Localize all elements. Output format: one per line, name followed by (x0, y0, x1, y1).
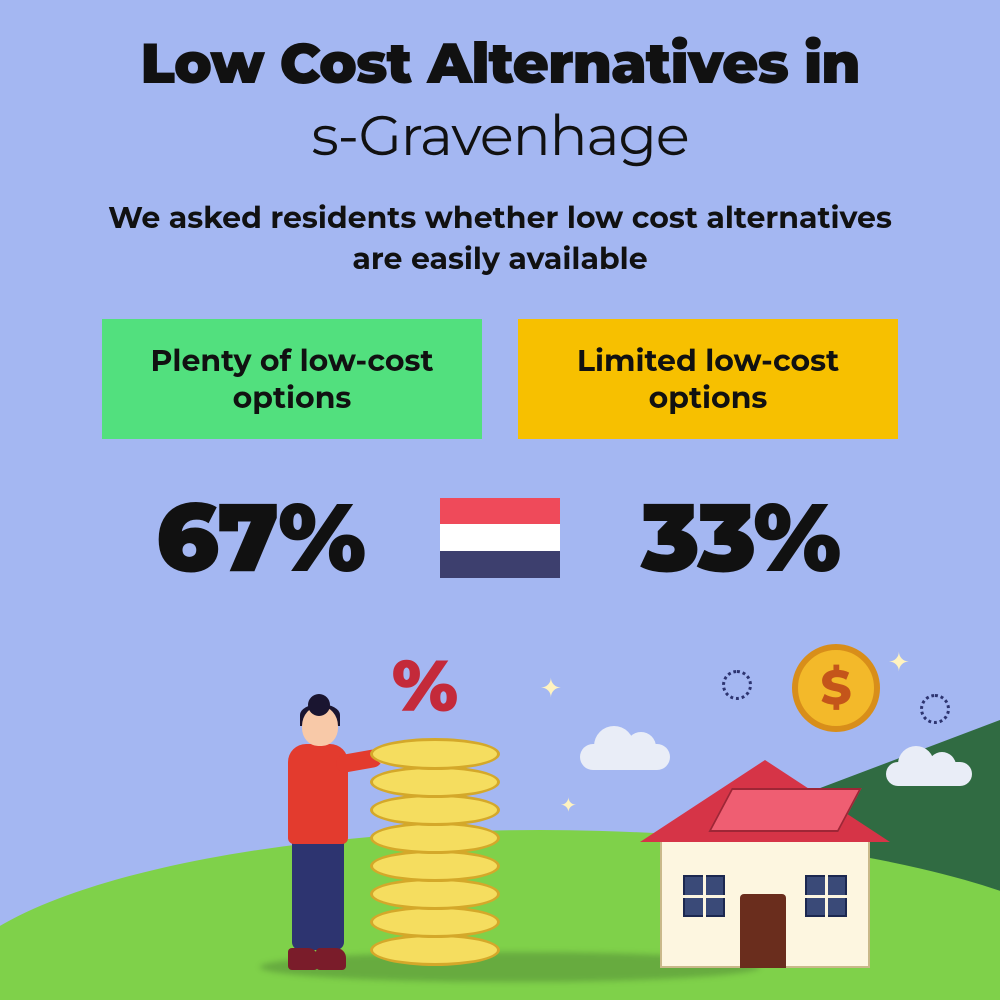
netherlands-flag-icon (440, 498, 560, 578)
stat-limited-value: 33% (610, 479, 870, 596)
dotted-ring-icon (722, 670, 752, 700)
dotted-ring-icon (920, 694, 950, 724)
coin-icon (370, 766, 500, 798)
coin-icon (370, 878, 500, 910)
option-plenty-label: Plenty of low-cost options (102, 319, 482, 439)
option-limited-label: Limited low-cost options (518, 319, 898, 439)
flag-stripe-top (440, 498, 560, 525)
coin-icon (370, 794, 500, 826)
coin-stack-icon (370, 730, 500, 966)
house-icon (640, 748, 890, 968)
stats-row: 67% 33% (0, 479, 1000, 596)
coin-icon (370, 738, 500, 770)
option-labels-row: Plenty of low-cost options Limited low-c… (0, 319, 1000, 439)
sparkle-icon: ✦ (540, 672, 562, 704)
dollar-coin-icon: $ (792, 644, 880, 732)
flag-stripe-bottom (440, 551, 560, 578)
person-icon (258, 690, 368, 970)
coin-icon (370, 850, 500, 882)
illustration-scene: ✦ ✦ ✦ % $ (0, 630, 1000, 1000)
title-block: Low Cost Alternatives in s-Gravenhage (0, 0, 1000, 170)
cloud-icon (886, 762, 972, 786)
coin-icon (370, 906, 500, 938)
title-location: s-Gravenhage (0, 102, 1000, 170)
sparkle-icon: ✦ (560, 793, 577, 818)
survey-question: We asked residents whether low cost alte… (0, 198, 1000, 279)
flag-stripe-middle (440, 524, 560, 551)
stat-plenty-value: 67% (130, 479, 390, 596)
title-main: Low Cost Alternatives in (0, 30, 1000, 98)
coin-icon (370, 822, 500, 854)
percent-icon: % (392, 642, 458, 730)
sparkle-icon: ✦ (888, 646, 910, 678)
coin-icon (370, 934, 500, 966)
